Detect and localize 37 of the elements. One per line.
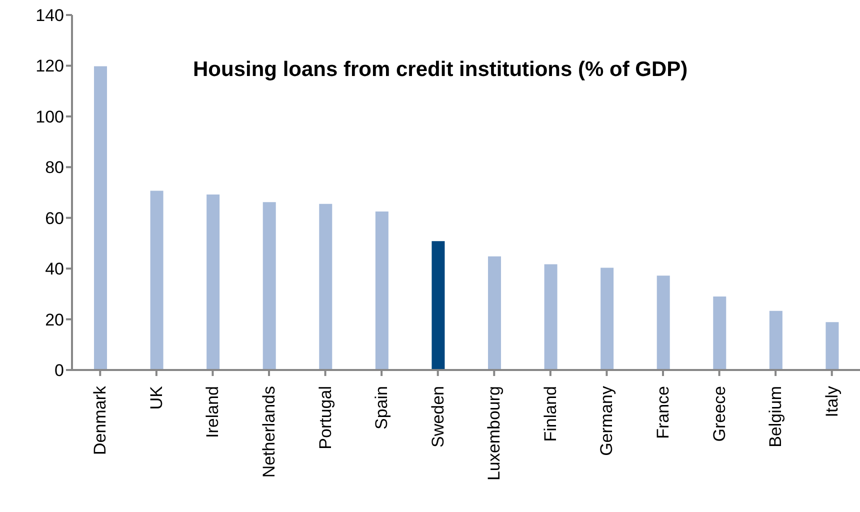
y-tick-label: 0 xyxy=(54,361,64,380)
bar xyxy=(319,204,332,370)
x-tick-label: Finland xyxy=(540,386,560,442)
y-tick-label: 100 xyxy=(36,107,64,126)
x-tick-label: Portugal xyxy=(316,386,335,450)
bar xyxy=(488,256,501,370)
bar xyxy=(826,322,839,370)
x-tick-label: France xyxy=(654,386,672,439)
bar xyxy=(544,264,558,370)
x-tick-label: Spain xyxy=(372,386,392,430)
bar xyxy=(600,268,614,370)
bar xyxy=(94,66,107,370)
text: Housing loans from credit institutions (% of GDP) xyxy=(193,58,688,82)
bar xyxy=(262,202,276,370)
bar xyxy=(713,296,726,370)
x-tick-label: Germany xyxy=(597,386,616,456)
y-tick-label: 120 xyxy=(36,56,64,76)
x-tick-label: Denmark xyxy=(90,386,110,455)
bar xyxy=(769,310,782,370)
x-tick-label: Greece xyxy=(710,386,729,442)
bar xyxy=(656,276,670,370)
bar xyxy=(432,241,445,370)
x-tick-label: Italy xyxy=(822,386,842,418)
bar xyxy=(375,212,388,370)
bar xyxy=(206,194,220,370)
y-tick-label: 60 xyxy=(45,208,64,228)
x-tick-label: Ireland xyxy=(203,386,222,438)
y-tick-label: 140 xyxy=(36,6,64,26)
bar xyxy=(150,190,164,370)
x-tick-label: UK xyxy=(146,385,166,410)
x-tick-label: Sweden xyxy=(428,386,448,448)
x-tick-label: Netherlands xyxy=(260,386,278,478)
y-tick-label: 80 xyxy=(45,158,64,178)
y-tick-label: 20 xyxy=(45,310,64,330)
x-tick-label: Luxembourg xyxy=(484,386,504,481)
x-tick-label: Belgium xyxy=(766,386,786,448)
y-tick-label: 40 xyxy=(45,260,64,279)
